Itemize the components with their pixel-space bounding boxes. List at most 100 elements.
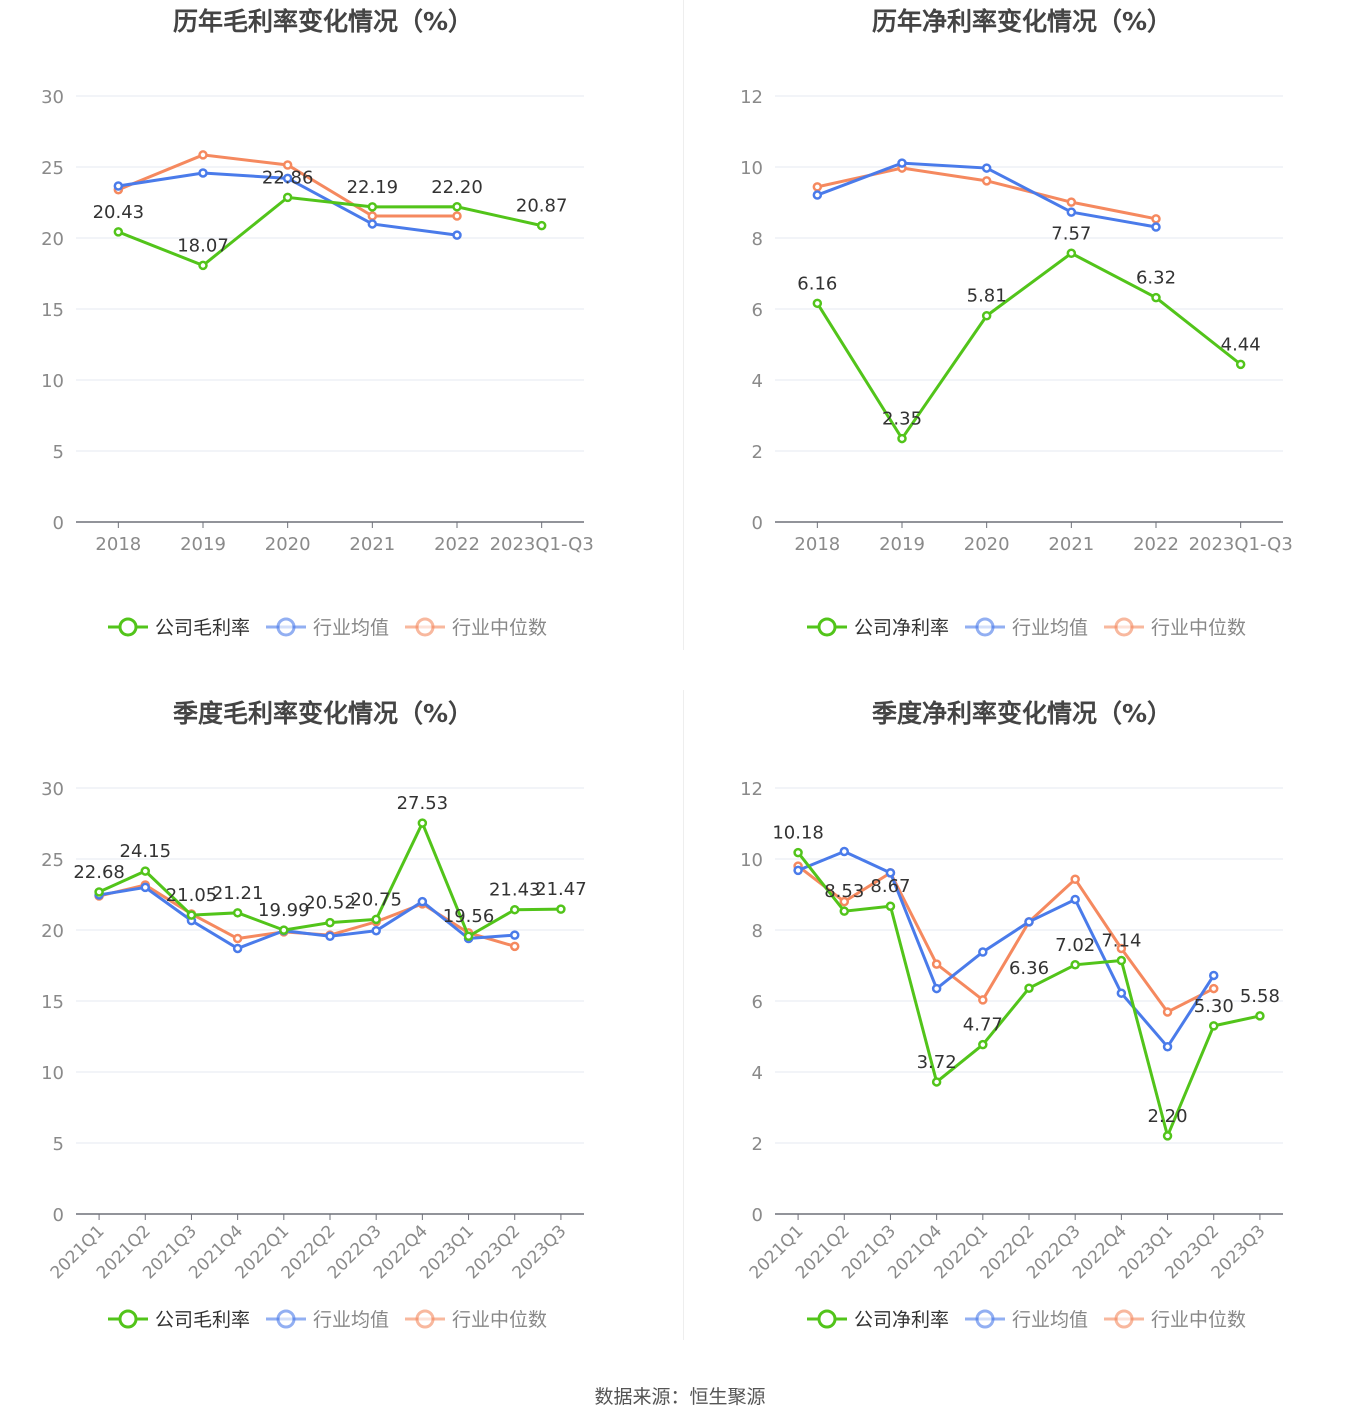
data-point-company <box>978 1039 988 1050</box>
data-point-mean <box>232 943 243 954</box>
x-tick-label: 2019 <box>180 534 226 555</box>
data-point-company <box>897 433 907 444</box>
data-point-median <box>232 933 243 944</box>
data-label: 20.75 <box>350 889 402 910</box>
data-label: 6.36 <box>1009 958 1049 979</box>
y-tick-label: 8 <box>752 921 763 942</box>
data-point-mean <box>1070 894 1080 905</box>
legend-item-mean[interactable]: 行业均值 <box>266 617 389 639</box>
data-label: 7.14 <box>1101 931 1141 952</box>
data-label: 21.05 <box>166 885 218 906</box>
y-tick-label: 10 <box>41 1063 64 1084</box>
data-label: 5.81 <box>967 286 1007 307</box>
legend-circle-icon <box>118 1309 138 1329</box>
chart-svg: 历年净利率变化情况（%） 0 2 4 6 8 10 12 2018 2019 2020 2021 202… <box>740 7 1293 639</box>
data-point-mean <box>371 925 381 936</box>
x-tick-label: 2023Q1-Q3 <box>490 534 594 555</box>
legend-item-mean[interactable]: 行业均值 <box>965 617 1088 639</box>
x-tick-label: 2021 <box>1048 534 1094 555</box>
data-point-mean <box>417 896 428 907</box>
legend-circle-icon <box>276 1309 296 1329</box>
data-point-mean <box>325 931 335 941</box>
legend-item-mean[interactable]: 行业均值 <box>965 1309 1088 1331</box>
data-point-mean <box>509 930 520 940</box>
data-label: 19.56 <box>443 906 495 927</box>
data-point-company <box>113 227 124 237</box>
data-point-company <box>325 917 335 928</box>
legend-item-mean[interactable]: 行业均值 <box>266 1309 389 1331</box>
chart-title: 历年净利率变化情况（%） <box>872 7 1172 36</box>
legend-item-company[interactable]: 公司净利率 <box>807 617 949 639</box>
legend-circle-icon <box>276 617 296 637</box>
data-point-company <box>793 847 803 858</box>
data-point-company <box>367 202 378 212</box>
legend-label: 公司毛利率 <box>155 1309 250 1331</box>
data-point-company <box>282 192 293 203</box>
data-point-company <box>371 914 381 925</box>
data-point-company <box>463 931 474 941</box>
legend-item-median[interactable]: 行业中位数 <box>405 1309 547 1331</box>
data-point-company <box>885 901 896 911</box>
series-line-company <box>796 851 1261 1141</box>
data-label: 22.86 <box>262 167 314 188</box>
x-tick-label: 2022 <box>434 534 480 555</box>
x-tick-label: 2018 <box>794 534 840 555</box>
data-point-company <box>1162 1131 1173 1141</box>
data-point-mean <box>140 882 151 893</box>
data-label: 8.67 <box>870 876 910 897</box>
legend-item-company[interactable]: 公司毛利率 <box>108 1309 250 1331</box>
y-tick-label: 10 <box>41 371 64 392</box>
y-tick-label: 30 <box>41 87 64 108</box>
x-tick-label: 2022 <box>1133 534 1179 555</box>
data-point-company <box>1116 955 1127 966</box>
legend-item-median[interactable]: 行业中位数 <box>1104 617 1246 639</box>
legend-label: 行业均值 <box>313 617 389 639</box>
data-point-mean <box>198 168 208 178</box>
data-point-mean <box>981 163 992 173</box>
legend-circle-icon <box>817 617 837 637</box>
y-tick-label: 0 <box>53 513 64 534</box>
x-tick-label: 2019 <box>879 534 925 555</box>
data-point-mean <box>1208 970 1219 981</box>
data-point-mean <box>1116 988 1127 998</box>
y-tick-label: 25 <box>41 158 64 179</box>
data-point-median <box>931 959 942 969</box>
data-point-company <box>1066 248 1077 259</box>
data-label: 20.43 <box>93 202 145 223</box>
data-point-median <box>198 150 208 160</box>
legend-item-median[interactable]: 行业中位数 <box>1104 1309 1246 1331</box>
legend-item-company[interactable]: 公司净利率 <box>807 1309 949 1331</box>
data-point-median <box>509 941 520 952</box>
data-label: 19.99 <box>258 900 310 921</box>
data-label: 22.68 <box>73 862 125 883</box>
legend-label: 行业中位数 <box>1151 617 1246 639</box>
data-point-company <box>232 908 243 918</box>
legend-circle-icon <box>118 617 138 637</box>
data-point-company <box>1151 292 1161 303</box>
data-point-mean <box>1151 222 1161 232</box>
data-label: 6.16 <box>797 273 837 294</box>
chart-title: 季度净利率变化情况（%） <box>872 699 1172 728</box>
y-tick-label: 0 <box>752 513 763 534</box>
data-point-company <box>1208 1021 1219 1031</box>
x-tick-label: 2018 <box>95 534 141 555</box>
data-point-median <box>1151 214 1161 224</box>
legend-item-company[interactable]: 公司毛利率 <box>108 617 250 639</box>
data-label: 10.18 <box>772 823 824 844</box>
legend-circle-icon <box>817 1309 837 1329</box>
data-label: 2.20 <box>1148 1106 1188 1127</box>
chart-svg: 季度毛利率变化情况（%）0510152025302021Q12021Q22021… <box>41 699 587 1331</box>
data-point-company <box>186 910 197 920</box>
data-label: 20.87 <box>516 196 568 217</box>
chart-annual-gross-margin: 历年毛利率变化情况（%） 0 5 10 15 20 25 30 2018 2019 2020 2021… <box>0 0 680 690</box>
data-label: 21.47 <box>535 879 587 900</box>
legend-circle-icon <box>415 617 435 637</box>
legend-item-median[interactable]: 行业中位数 <box>405 617 547 639</box>
chart-title: 历年毛利率变化情况（%） <box>173 7 473 36</box>
data-point-company <box>1024 983 1034 993</box>
data-point-company <box>509 904 520 915</box>
y-tick-label: 30 <box>41 779 64 800</box>
data-point-mean <box>282 173 293 184</box>
data-label: 24.15 <box>120 841 172 862</box>
y-tick-label: 8 <box>752 229 763 250</box>
